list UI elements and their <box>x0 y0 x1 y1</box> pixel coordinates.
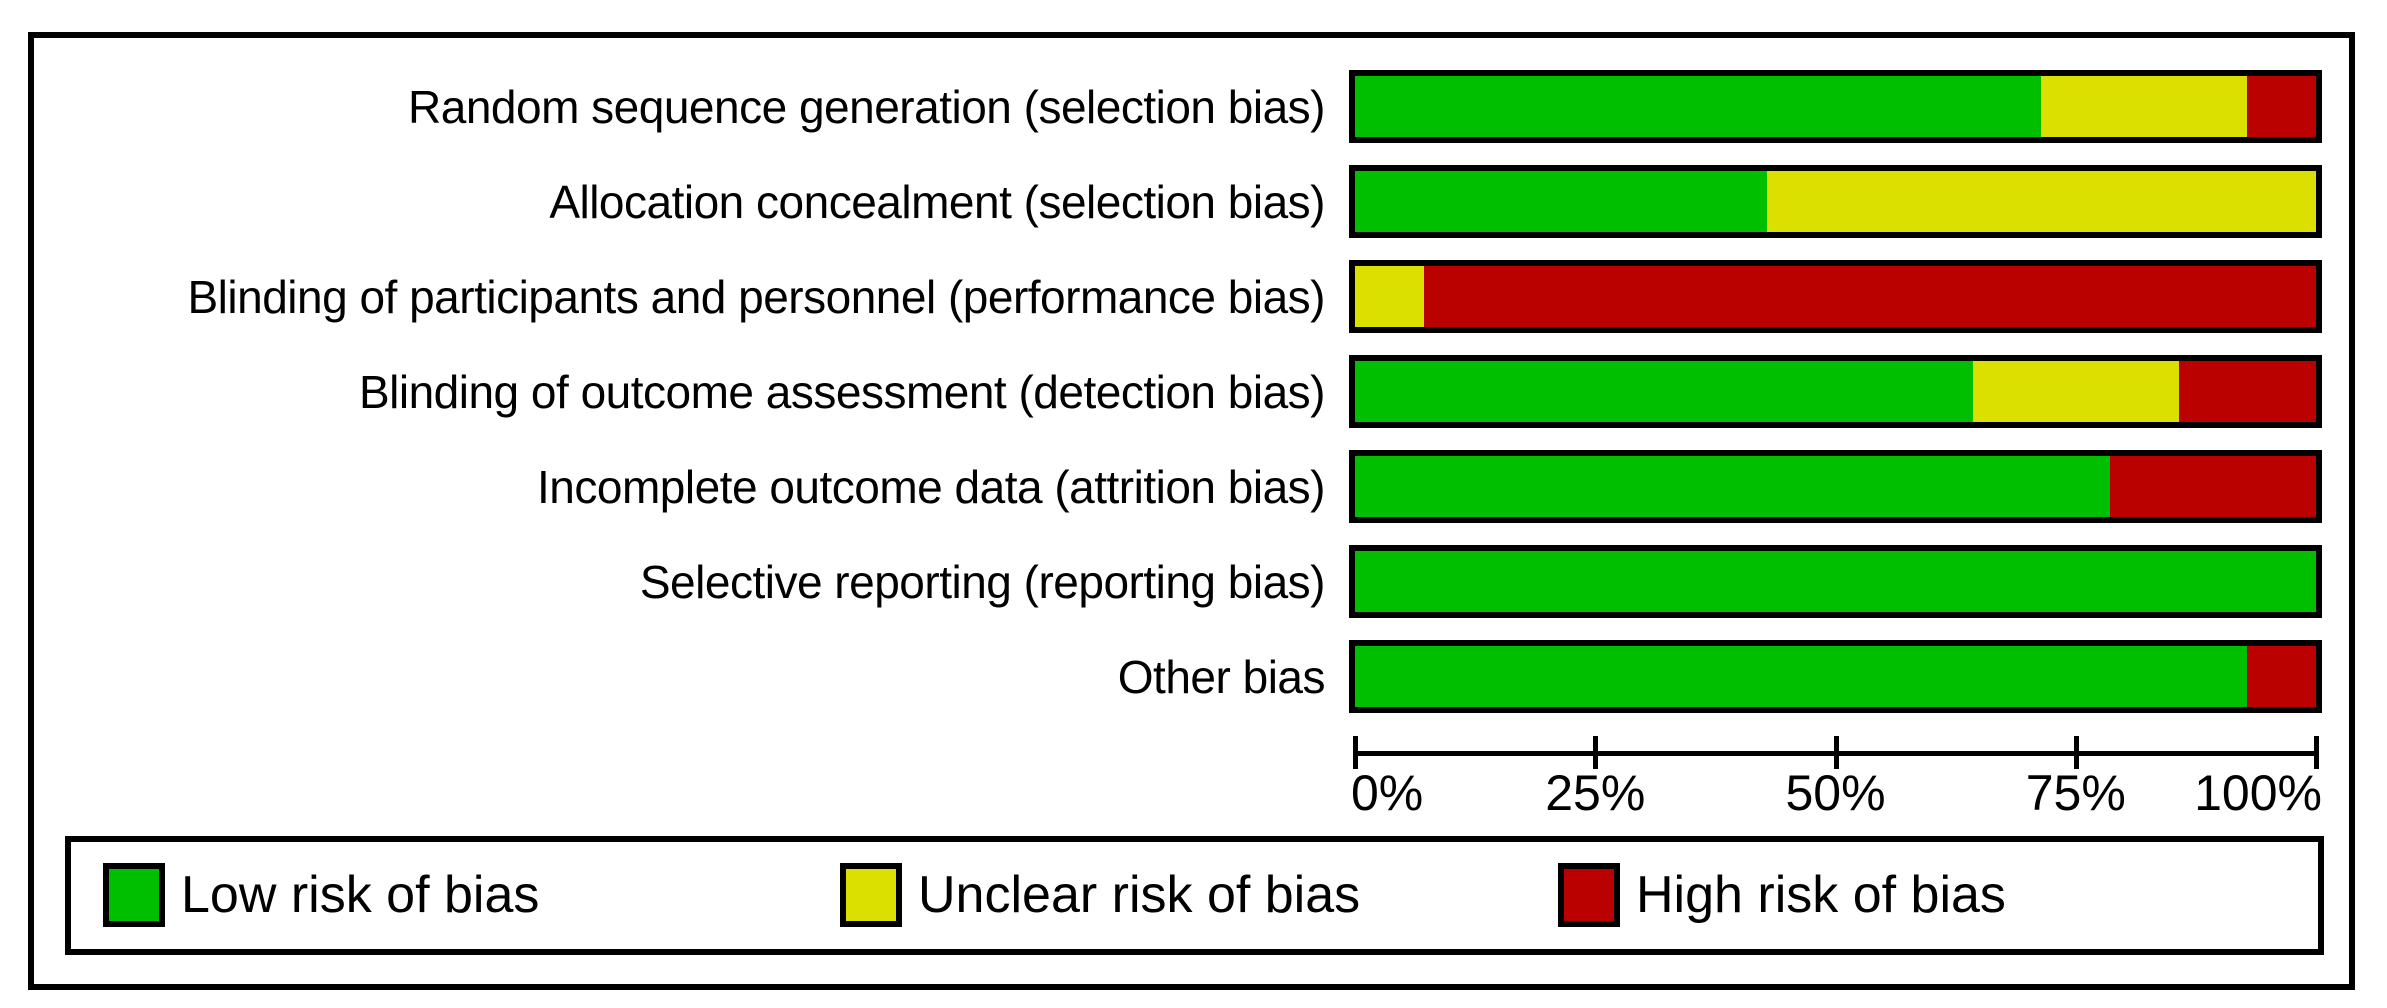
low-risk-segment <box>1355 646 2248 707</box>
stacked-bar <box>1349 70 2322 143</box>
legend-item-low: Low risk of bias <box>103 863 539 927</box>
bias-row: Random sequence generation (selection bi… <box>0 70 2387 143</box>
unclear-risk-segment <box>1766 171 2316 232</box>
bias-domain-label: Incomplete outcome data (attrition bias) <box>537 460 1325 513</box>
axis-tick-label: 0% <box>1351 765 1424 821</box>
axis-tick-label: 50% <box>1785 765 1886 821</box>
low-risk-swatch-icon <box>103 863 165 927</box>
high-risk-segment <box>2178 361 2316 422</box>
axis-tick-label: 100% <box>2194 765 2322 821</box>
axis-tick-label: 25% <box>1545 765 1646 821</box>
stacked-bar <box>1349 545 2322 618</box>
unclear-risk-segment <box>1355 266 1424 327</box>
bias-row: Incomplete outcome data (attrition bias) <box>0 450 2387 523</box>
bias-domain-label: Random sequence generation (selection bi… <box>408 80 1325 133</box>
bias-row: Other bias <box>0 640 2387 713</box>
low-risk-segment <box>1355 456 2111 517</box>
bias-domain-label: Blinding of participants and personnel (… <box>187 270 1326 323</box>
bias-row: Allocation concealment (selection bias) <box>0 165 2387 238</box>
stacked-bar <box>1349 450 2322 523</box>
stacked-bar <box>1349 355 2322 428</box>
high-risk-segment <box>2247 76 2316 137</box>
stacked-bar <box>1349 165 2322 238</box>
legend-label: Low risk of bias <box>181 866 540 924</box>
axis-tick-label: 75% <box>2025 765 2126 821</box>
high-risk-segment <box>2110 456 2316 517</box>
high-risk-swatch-icon <box>1558 863 1620 927</box>
axis-tick <box>1353 736 1358 769</box>
legend-label: Unclear risk of bias <box>918 866 1361 924</box>
axis-tick <box>2314 736 2319 769</box>
bias-domain-label: Other bias <box>1117 650 1326 703</box>
low-risk-segment <box>1355 551 2316 612</box>
stacked-bar <box>1349 260 2322 333</box>
legend-item-high: High risk of bias <box>1558 863 2006 927</box>
unclear-risk-swatch-icon <box>840 863 902 927</box>
bias-row: Selective reporting (reporting bias) <box>0 545 2387 618</box>
bias-domain-label: Selective reporting (reporting bias) <box>639 555 1326 608</box>
low-risk-segment <box>1355 76 2042 137</box>
legend-box <box>65 836 2324 955</box>
bias-domain-label: Blinding of outcome assessment (detectio… <box>358 365 1326 418</box>
legend-item-unclear: Unclear risk of bias <box>840 863 1360 927</box>
high-risk-segment <box>2247 646 2316 707</box>
unclear-risk-segment <box>2041 76 2248 137</box>
unclear-risk-segment <box>1972 361 2179 422</box>
stacked-bar <box>1349 640 2322 713</box>
low-risk-segment <box>1355 361 1973 422</box>
bias-row: Blinding of outcome assessment (detectio… <box>0 355 2387 428</box>
bias-row: Blinding of participants and personnel (… <box>0 260 2387 333</box>
axis-tick <box>2073 736 2079 769</box>
bias-domain-label: Allocation concealment (selection bias) <box>549 175 1325 228</box>
high-risk-segment <box>1423 266 2316 327</box>
low-risk-segment <box>1355 171 1767 232</box>
axis-tick <box>1833 736 1839 769</box>
axis-tick <box>1593 736 1599 769</box>
legend-label: High risk of bias <box>1636 866 2006 924</box>
